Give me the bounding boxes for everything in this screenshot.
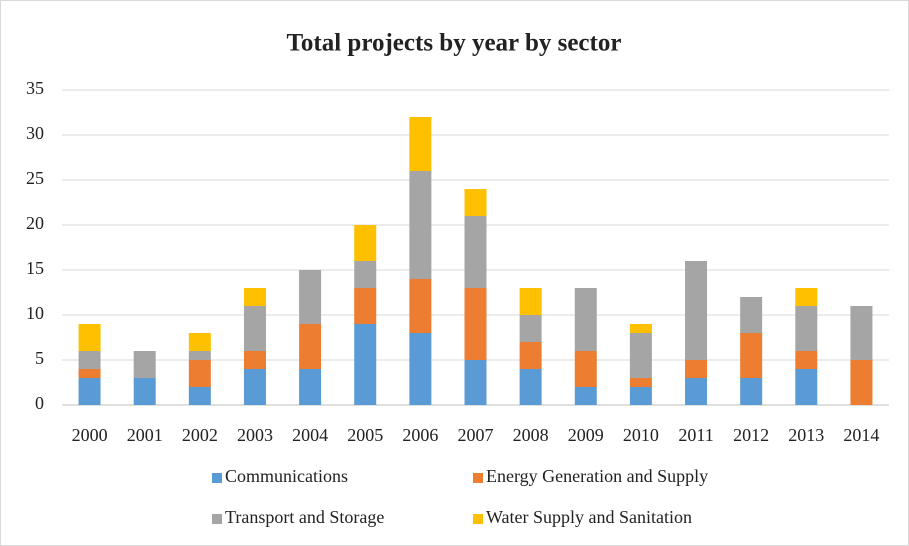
bar-segment [409,279,432,333]
bar-segment [464,288,487,360]
legend-swatch [212,473,222,483]
bar-segment [409,117,432,171]
x-tick-label: 2014 [843,425,879,445]
bar-segment [78,351,101,369]
x-tick-label: 2009 [568,425,604,445]
bar-segment [299,324,322,369]
y-tick-label: 0 [35,393,44,413]
bar-segment [354,288,377,324]
x-tick-label: 2004 [292,425,328,445]
bar-segment [519,369,542,405]
legend-swatch [212,514,222,524]
bar-segment [629,387,652,405]
y-tick-label: 25 [26,168,44,188]
x-tick-label: 2003 [237,425,273,445]
y-tick-label: 15 [26,258,44,278]
bar-segment [409,171,432,279]
x-tick-label: 2008 [513,425,549,445]
bar-segment [464,189,487,216]
x-tick-label: 2012 [733,425,769,445]
bar-segment [354,261,377,288]
y-tick-label: 10 [26,303,44,323]
legend-label: Energy Generation and Supply [486,466,708,486]
bar-segment [133,351,156,378]
bar-segment [354,225,377,261]
bar-segment [409,333,432,405]
bar-segment [519,315,542,342]
bar-segment [629,324,652,333]
bar-segment [574,387,597,405]
x-tick-label: 2013 [788,425,824,445]
legend-label: Transport and Storage [225,507,384,527]
legend-swatch [473,473,483,483]
bar-segment [795,288,818,306]
bar-segment [243,306,266,351]
x-tick-label: 2001 [127,425,163,445]
bar-segment [795,306,818,351]
y-tick-label: 30 [26,123,44,143]
bar-segment [574,351,597,387]
bar-segment [78,378,101,405]
bar-segment [299,270,322,324]
bar-segment [685,378,708,405]
x-tick-label: 2000 [72,425,108,445]
x-tick-label: 2006 [402,425,438,445]
bar-segment [243,351,266,369]
bar-segment [78,324,101,351]
bar-segment [78,369,101,378]
bar-segment [133,378,156,405]
legend-swatch [473,514,483,524]
legend-label: Water Supply and Sanitation [486,507,692,527]
bar-segment [299,369,322,405]
bar-segment [354,324,377,405]
bar-segment [850,306,873,360]
bar-segment [740,297,763,333]
chart-title: Total projects by year by sector [287,30,622,57]
bar-segment [574,288,597,351]
bar-segment [464,216,487,288]
y-tick-label: 20 [26,213,44,233]
x-tick-label: 2007 [458,425,494,445]
bar-segment [188,351,211,360]
bar-segment [629,333,652,378]
bar-segment [740,333,763,378]
bar-segment [685,360,708,378]
bar-segment [795,351,818,369]
bar-segment [188,333,211,351]
bar-segment [188,387,211,405]
bar-segment [519,288,542,315]
x-tick-label: 2011 [678,425,713,445]
legend-label: Communications [225,466,348,486]
bar-segment [740,378,763,405]
bar-segment [188,360,211,387]
bar-segment [795,369,818,405]
bar-segment [685,261,708,360]
bar-segment [464,360,487,405]
bar-segment [850,360,873,405]
x-tick-label: 2005 [347,425,383,445]
bar-segment [243,369,266,405]
x-tick-label: 2010 [623,425,659,445]
bar-segment [243,288,266,306]
x-tick-label: 2002 [182,425,218,445]
bar-segment [519,342,542,369]
bar-segment [629,378,652,387]
y-tick-label: 35 [26,78,44,98]
y-tick-label: 5 [35,348,44,368]
